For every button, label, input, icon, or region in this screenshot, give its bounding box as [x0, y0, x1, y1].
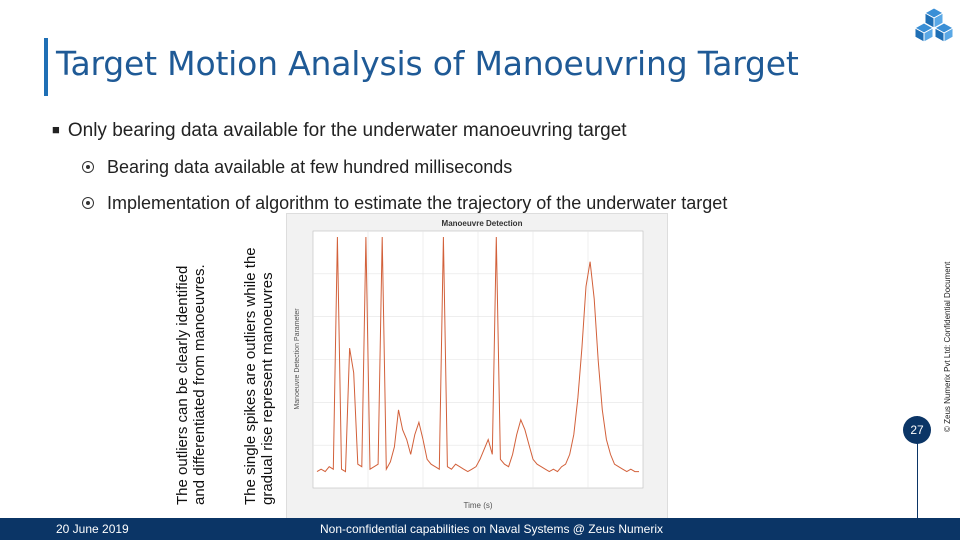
chart-title: Manoeuvre Detection: [442, 219, 523, 228]
note-outliers-line-1: The outliers can be clearly identified: [174, 265, 191, 505]
confidential-side-text: © Zeus Numerix Pvt Ltd: Confidential Doc…: [943, 261, 952, 432]
chart-svg: Manoeuvre Detection Manoeuvre Detection …: [294, 219, 644, 510]
note-spikes-line-1: The single spikes are outliers while the: [242, 247, 259, 505]
footer-center-text: Non-confidential capabilities on Naval S…: [320, 522, 663, 536]
page-number-stem: [917, 416, 918, 526]
note-outliers-line-2: and differentiated from manoeuvres.: [191, 264, 208, 505]
company-logo: [913, 7, 955, 43]
sub-bullet-1: Bearing data available at few hundred mi…: [82, 157, 512, 178]
circle-bullet-icon: [82, 161, 94, 173]
sub-bullet-2: Implementation of algorithm to estimate …: [82, 193, 727, 214]
manoeuvre-detection-chart: Manoeuvre Detection Manoeuvre Detection …: [286, 213, 668, 521]
note-spikes: The single spikes are outliers while the…: [242, 247, 276, 505]
page-title: Target Motion Analysis of Manoeuvring Ta…: [56, 44, 799, 83]
page-number-marker: 27: [903, 416, 933, 540]
title-accent-bar: [44, 38, 48, 96]
series-layer: [316, 236, 639, 473]
sub-bullet-text: Bearing data available at few hundred mi…: [107, 157, 513, 177]
note-outliers: The outliers can be clearly identified a…: [174, 264, 208, 505]
note-spikes-line-2: gradual rise represent manoeuvres: [259, 272, 276, 505]
main-bullet-text: Only bearing data available for the unde…: [67, 120, 627, 141]
footer-bar: [0, 518, 960, 540]
main-bullet: ■ Only bearing data available for the und…: [52, 120, 627, 142]
series-line: [316, 236, 639, 473]
page-number: 27: [903, 416, 931, 444]
footer-date: 20 June 2019: [56, 522, 129, 536]
sub-bullet-text: Implementation of algorithm to estimate …: [107, 193, 728, 213]
y-axis-label: Manoeuvre Detection Parameter: [294, 308, 301, 410]
circle-bullet-icon: [82, 197, 94, 209]
x-axis-label: Time (s): [463, 501, 492, 510]
square-bullet-icon: ■: [52, 122, 60, 137]
